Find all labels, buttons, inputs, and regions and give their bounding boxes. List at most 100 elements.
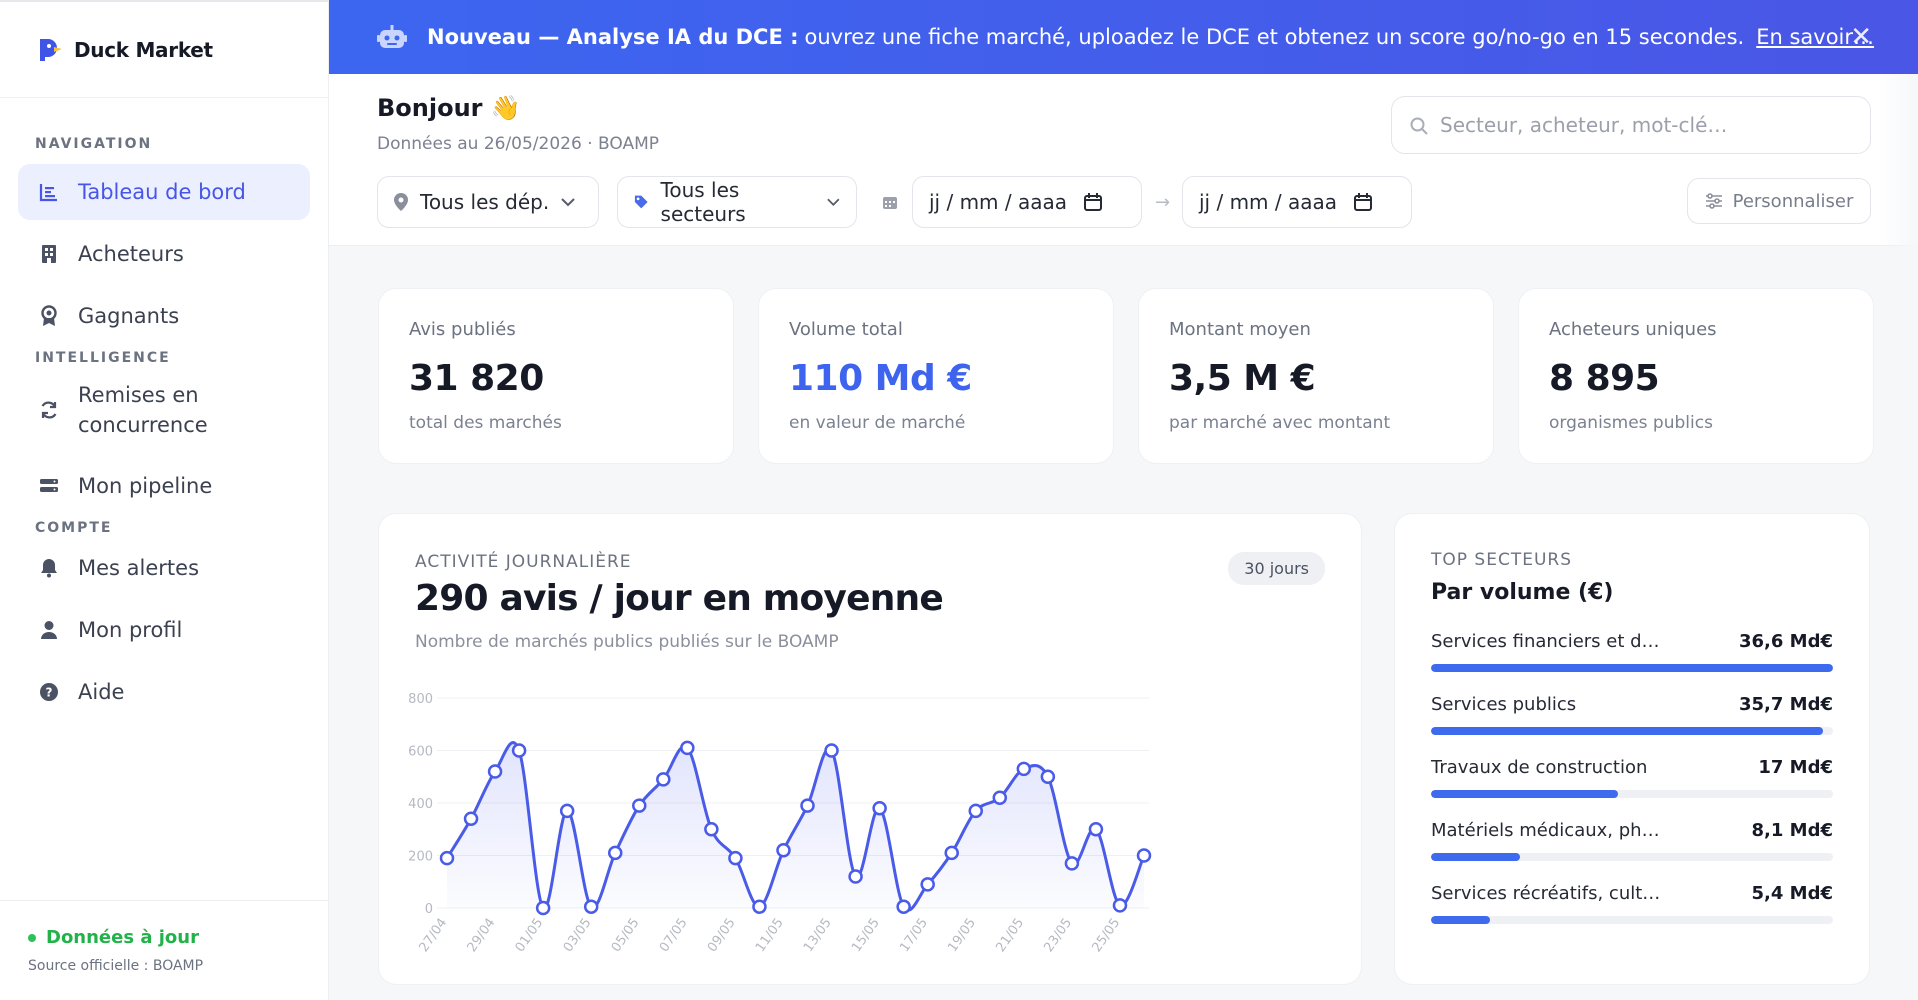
kpi-value: 8 895 [1549,358,1660,399]
date-from-input[interactable]: jj / mm / aaaa [912,176,1142,228]
sidebar-item-label: Mon profil [78,618,183,642]
sector-bar [1431,916,1491,924]
sector-bar [1431,727,1824,735]
sector-bar-track [1431,664,1833,672]
banner-title: Nouveau — Analyse IA du DCE : [427,25,799,49]
x-tick-label: 25/05 [1089,916,1123,955]
award-icon [38,305,60,327]
chevron-down-icon [561,198,575,207]
x-tick-label: 11/05 [753,916,787,955]
sidebar-item-label: Remises en concurrence [78,383,208,437]
sector-row[interactable]: Services récréatifs, cult… 5,4 Md€ [1431,883,1833,924]
sector-bar-track [1431,790,1833,798]
data-point [559,803,575,819]
sidebar-item-label: Mes alertes [78,556,200,580]
data-point [1016,761,1032,777]
sector-name: Travaux de construction [1431,757,1648,778]
sidebar-item-label: Mon pipeline [78,474,213,498]
data-status: Données à jour [28,927,328,948]
y-tick-label: 200 [408,850,433,865]
data-point [1136,848,1152,863]
banner-text: ouvrez une fiche marché, uploadez le DCE… [804,25,1745,49]
data-point [680,740,695,756]
activity-overline: ACTIVITÉ JOURNALIÈRE [415,552,632,572]
activity-description: Nombre de marchés publics publiés sur le… [415,632,839,652]
x-tick-label: 27/04 [416,916,450,955]
sector-name: Services récréatifs, cult… [1431,883,1661,904]
data-point [704,822,719,837]
sidebar-item-dashboard[interactable]: Tableau de bord [18,164,310,220]
data-point [848,869,863,884]
kpi-label: Volume total [789,319,903,340]
x-tick-label: 05/05 [609,916,643,955]
sector-filter[interactable]: Tous les secteurs [617,176,857,228]
data-point [824,743,839,758]
kpi-subtitle: total des marchés [409,413,562,433]
data-point [463,811,479,826]
banner-close-icon[interactable]: ✕ [1850,22,1872,52]
y-tick-label: 800 [408,692,433,707]
sidebar-item-label: Acheteurs [78,242,184,266]
sidebar-item-buyers[interactable]: Acheteurs [18,226,310,282]
building-icon [38,243,60,265]
nav-section-compte: COMPTE [35,520,113,536]
svg-text:?: ? [46,686,53,700]
sector-row[interactable]: Matériels médicaux, ph… 8,1 Md€ [1431,820,1833,861]
period-badge[interactable]: 30 jours [1228,552,1325,585]
series-area [447,742,1144,911]
x-tick-label: 01/05 [513,916,547,955]
department-filter[interactable]: Tous les dép. [377,176,599,228]
kpi-subtitle: par marché avec montant [1169,413,1391,433]
pipeline-icon [38,475,60,497]
kpi-value: 31 820 [409,358,544,399]
robot-icon [377,25,407,48]
sector-row[interactable]: Services publics 35,7 Md€ [1431,694,1833,735]
data-point [944,845,959,861]
sidebar-item-alerts[interactable]: Mes alertes [18,540,310,596]
duck-logo-icon [40,38,62,61]
nav-section-intelligence: INTELLIGENCE [35,350,171,366]
y-tick-label: 400 [408,797,433,812]
date-to-input[interactable]: jj / mm / aaaa [1182,176,1412,228]
sector-row[interactable]: Travaux de construction 17 Md€ [1431,757,1833,798]
data-point [992,790,1008,805]
sidebar-footer: Données à jour Source officielle : BOAMP [0,900,328,1000]
sidebar-item-competitions[interactable]: Remises en concurrence [18,370,310,450]
customize-button[interactable]: Personnaliser [1687,178,1871,224]
search-placeholder: Secteur, acheteur, mot-clé… [1440,113,1728,137]
activity-headline: 290 avis / jour en moyenne [415,578,944,619]
daily-activity-card: 0 200 400 600 800 27/04 29/04 01/05 03/05 05/05 07… [378,513,1362,985]
page-title: Bonjour 👋 [377,94,521,122]
data-date: Données au 26/05/2026 · BOAMP [377,134,660,154]
sector-bar-track [1431,853,1833,861]
sector-name: Services publics [1431,694,1577,715]
data-point [632,798,647,813]
sidebar-item-label: Aide [78,680,125,704]
x-tick-label: 19/05 [945,916,979,955]
x-tick-label: 03/05 [561,916,595,955]
calendar-icon [883,197,897,209]
data-source: Source officielle : BOAMP [28,958,204,974]
sidebar-item-winners[interactable]: Gagnants [18,288,310,344]
sector-row[interactable]: Services financiers et d… 36,6 Md€ [1431,631,1833,672]
announcement-banner: Nouveau — Analyse IA du DCE : ouvrez une… [329,0,1918,74]
user-icon [38,619,60,641]
app-logo[interactable]: Duck Market [0,2,328,98]
data-point [872,801,887,816]
tag-icon [634,195,648,209]
sidebar-item-profile[interactable]: Mon profil [18,602,310,658]
search-input[interactable]: Secteur, acheteur, mot-clé… [1391,96,1871,154]
calendar-icon [1354,193,1373,211]
nav-section-navigation: NAVIGATION [35,136,153,152]
x-tick-label: 15/05 [849,916,883,955]
sidebar-item-help[interactable]: ? Aide [18,664,310,720]
status-dot-icon [28,933,36,942]
data-point [1040,769,1056,784]
sidebar-item-pipeline[interactable]: Mon pipeline [18,458,310,514]
sector-bar-track [1431,916,1833,924]
sectors-overline: TOP SECTEURS [1431,550,1572,570]
banner-learn-more-link[interactable]: En savoir… [1756,25,1875,49]
x-tick-label: 09/05 [705,916,739,955]
data-point [1064,856,1080,871]
data-point [1112,898,1128,913]
